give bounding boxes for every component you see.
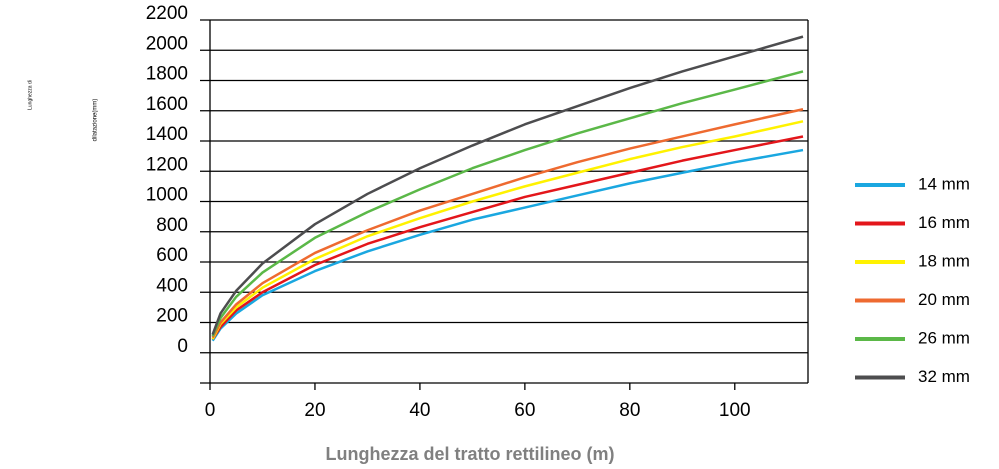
y-tick-label: 1400 — [146, 124, 188, 145]
y-tick-label: 400 — [156, 275, 188, 296]
x-tick-label: 20 — [304, 400, 325, 421]
y-axis-label: dilatazione(mm) — [93, 99, 99, 142]
x-tick-label: 60 — [514, 400, 535, 421]
series-line — [211, 108, 804, 339]
legend-label: 20 mm — [918, 290, 970, 309]
series-line — [211, 148, 804, 342]
y-tick-label: 0 — [177, 336, 188, 357]
series-line — [211, 70, 804, 337]
legend-label: 16 mm — [918, 213, 970, 232]
legend-label: 14 mm — [918, 174, 970, 193]
y-tick-label: 200 — [156, 306, 188, 327]
x-axis-label: Lunghezza del tratto rettilineo (m) — [325, 444, 614, 464]
x-tick-label: 100 — [719, 400, 751, 421]
x-tick-label: 0 — [205, 400, 216, 421]
legend-label: 26 mm — [918, 328, 970, 347]
y-tick-label: 600 — [156, 245, 188, 266]
y-tick-label: 2000 — [146, 33, 188, 54]
legend-label: 32 mm — [918, 367, 970, 386]
y-tick-label: 2200 — [146, 3, 188, 24]
legend-label: 18 mm — [918, 251, 970, 270]
series-line — [211, 35, 804, 336]
x-tick-label: 80 — [619, 400, 640, 421]
y-tick-label: 1600 — [146, 94, 188, 115]
x-tick-label: 40 — [409, 400, 430, 421]
series-line — [211, 120, 804, 340]
y-tick-label: 800 — [156, 215, 188, 236]
y-tick-label: 1200 — [146, 154, 188, 175]
series-line — [211, 135, 804, 340]
y-axis-label: Lunghezza di — [27, 80, 33, 110]
y-tick-label: 1800 — [146, 64, 188, 85]
y-tick-label: 1000 — [146, 185, 188, 206]
